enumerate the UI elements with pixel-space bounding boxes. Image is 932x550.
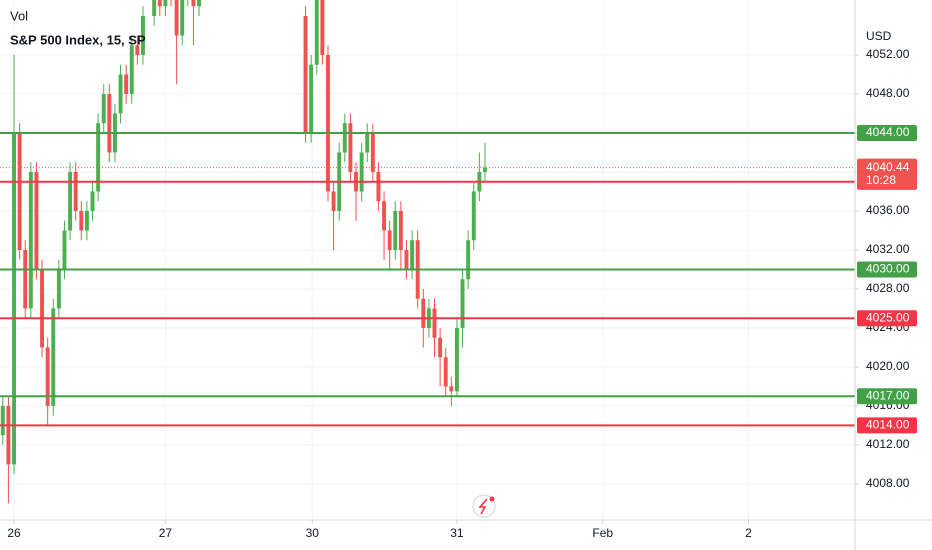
candle-body bbox=[370, 132, 375, 172]
candle-body bbox=[421, 298, 426, 328]
x-tick-label: 2 bbox=[745, 526, 752, 540]
candle-body bbox=[197, 0, 201, 7]
candle-body bbox=[90, 191, 95, 211]
level-tag bbox=[857, 310, 917, 327]
y-tick-label: 4012.00 bbox=[866, 437, 910, 451]
candle-body bbox=[51, 308, 56, 406]
candle-body bbox=[320, 0, 325, 55]
candle-body bbox=[471, 191, 476, 241]
candle-body bbox=[342, 123, 347, 153]
candle-body bbox=[6, 405, 11, 465]
candle-body bbox=[438, 337, 443, 358]
candle-body bbox=[73, 171, 78, 211]
candle-body bbox=[443, 357, 448, 387]
level-tag-label: 4030.00 bbox=[866, 262, 910, 276]
candle-body bbox=[404, 249, 409, 270]
candle-body bbox=[152, 0, 157, 16]
candle-body bbox=[118, 74, 123, 114]
candle-body bbox=[96, 123, 101, 192]
y-tick-label: 4032.00 bbox=[866, 242, 910, 256]
candle-body bbox=[62, 230, 67, 270]
candle-body bbox=[79, 210, 84, 231]
candle-body bbox=[135, 45, 140, 55]
candle-body bbox=[129, 45, 134, 94]
icon[interactable] bbox=[472, 494, 496, 518]
candle-body bbox=[449, 386, 454, 392]
candle-body bbox=[23, 249, 28, 309]
candle-body bbox=[326, 54, 330, 192]
candle-body bbox=[466, 240, 471, 280]
candle-body bbox=[0, 405, 5, 436]
candle-body bbox=[163, 0, 168, 7]
candle-body bbox=[387, 230, 392, 250]
candle-body bbox=[393, 210, 398, 250]
candle-body bbox=[365, 132, 370, 153]
level-tag-label: 4017.00 bbox=[866, 388, 910, 402]
candle-body bbox=[68, 171, 73, 231]
candle-body bbox=[314, 0, 319, 65]
candle-body bbox=[483, 167, 487, 172]
candle-body bbox=[460, 279, 465, 328]
candle-body bbox=[180, 0, 185, 36]
candle-body bbox=[174, 0, 179, 36]
x-tick-label: 31 bbox=[450, 526, 464, 540]
candle-body bbox=[34, 171, 39, 270]
candle-body bbox=[45, 347, 50, 406]
axes: 4052.004048.004044.004040.004036.004032.… bbox=[7, 47, 917, 540]
level-tag-label: 4025.00 bbox=[866, 310, 910, 324]
candle-body bbox=[348, 123, 353, 172]
plot-area bbox=[0, 0, 855, 504]
level-tag bbox=[857, 417, 917, 434]
level-tag-label: 4014.00 bbox=[866, 418, 910, 432]
last-price-tag bbox=[857, 158, 917, 189]
y-tick-label: 4052.00 bbox=[866, 47, 910, 61]
countdown-label: 10:28 bbox=[866, 173, 896, 187]
candle-body bbox=[101, 93, 106, 124]
candle-body bbox=[17, 132, 22, 250]
candle-body bbox=[56, 269, 61, 309]
candle-body bbox=[331, 191, 336, 211]
candle-body bbox=[432, 308, 437, 338]
y-tick-label: 4008.00 bbox=[866, 476, 910, 490]
x-tick-label: 26 bbox=[7, 526, 21, 540]
y-tick-label: 4028.00 bbox=[866, 281, 910, 295]
x-tick-label: 30 bbox=[306, 526, 320, 540]
candle-body bbox=[359, 152, 364, 192]
candle-body bbox=[382, 201, 387, 231]
last-price-label: 4040.44 bbox=[866, 160, 910, 174]
level-tag bbox=[857, 388, 917, 405]
candle-body bbox=[84, 210, 89, 231]
candle-body bbox=[303, 15, 308, 133]
y-tick-label: 4048.00 bbox=[866, 86, 910, 100]
candle-body bbox=[107, 93, 112, 153]
x-tick-label: 27 bbox=[159, 526, 173, 540]
candle-body bbox=[40, 269, 45, 348]
candle-body bbox=[157, 0, 162, 7]
x-tick-label: Feb bbox=[592, 526, 613, 540]
currency-label: USD bbox=[866, 29, 892, 43]
y-tick-label: 4036.00 bbox=[866, 203, 910, 217]
y-tick-label: 4020.00 bbox=[866, 359, 910, 373]
candle-body bbox=[124, 74, 129, 94]
volume-label: Vol bbox=[10, 8, 28, 23]
level-tag bbox=[857, 124, 917, 141]
candle-body bbox=[454, 327, 459, 392]
candle-body bbox=[191, 0, 196, 7]
candle-body bbox=[309, 64, 314, 133]
level-tag bbox=[857, 261, 917, 278]
candle-body bbox=[376, 171, 381, 202]
candle-body bbox=[141, 15, 145, 55]
candle-body bbox=[398, 210, 403, 250]
level-tag-label: 4044.00 bbox=[866, 125, 910, 139]
chart-title: S&P 500 Index, 15, SP bbox=[10, 32, 146, 47]
candle-body bbox=[410, 240, 415, 270]
candle-body bbox=[28, 171, 33, 309]
candle-body bbox=[12, 132, 16, 465]
